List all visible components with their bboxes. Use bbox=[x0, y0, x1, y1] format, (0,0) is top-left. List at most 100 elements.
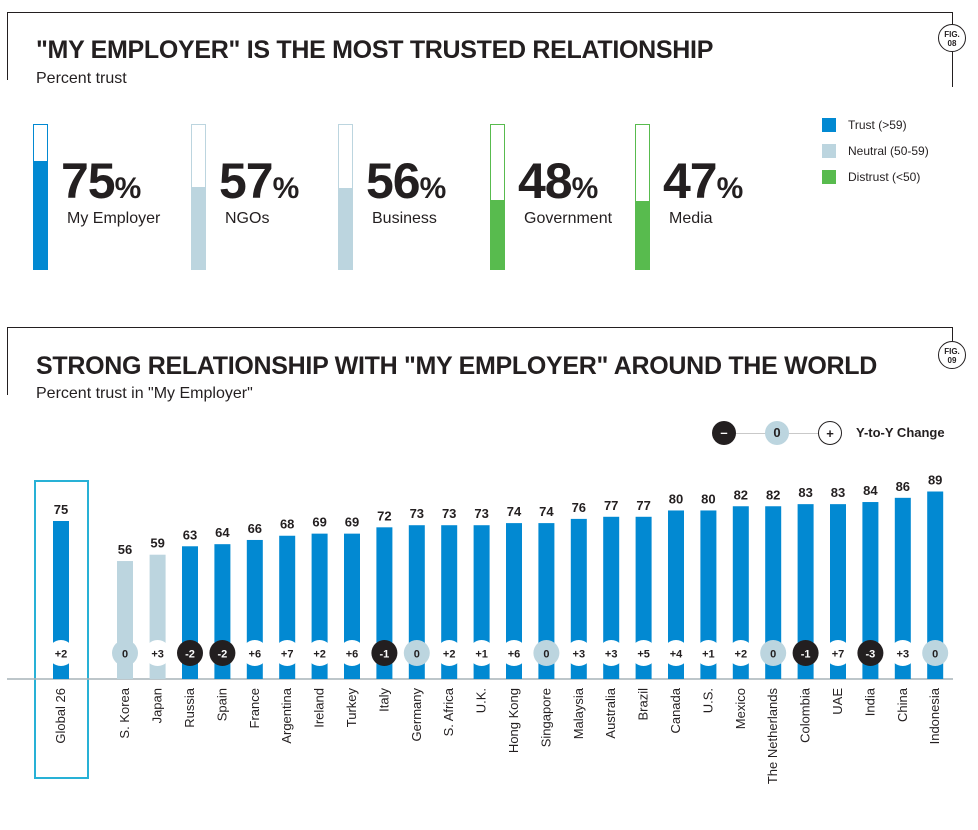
bar-singapore bbox=[538, 523, 555, 679]
value-label-turkey: 69 bbox=[345, 515, 359, 530]
change-circle-italy bbox=[371, 640, 398, 666]
category-label-u-k-: U.K. bbox=[474, 688, 489, 713]
legend-item-distrust: Distrust (<50) bbox=[822, 170, 920, 184]
change-circle-brazil bbox=[630, 640, 657, 666]
change-label-s-africa: +2 bbox=[443, 649, 456, 661]
change-circle-australia bbox=[598, 640, 625, 666]
bar-malaysia bbox=[570, 518, 587, 679]
value-label-russia: 63 bbox=[183, 527, 197, 542]
fig08-frame-left bbox=[7, 12, 8, 80]
yoy-legend-minus: – bbox=[712, 421, 736, 445]
change-circle-ireland bbox=[306, 640, 333, 666]
change-circle-argentina bbox=[274, 640, 301, 666]
fig08-badge-label: FIG. bbox=[944, 30, 960, 39]
fig09-subtitle: Percent trust in "My Employer" bbox=[36, 385, 253, 402]
value-label-colombia: 83 bbox=[798, 485, 812, 500]
fig08-frame-top bbox=[7, 12, 953, 13]
value-label-india: 84 bbox=[863, 483, 878, 498]
change-circle-india bbox=[857, 640, 884, 666]
change-label-italy: -1 bbox=[380, 649, 390, 661]
change-label-u-k-: +1 bbox=[475, 649, 488, 661]
trust-label-media: Media bbox=[669, 210, 713, 227]
trust-label-business: Business bbox=[372, 210, 437, 227]
category-label-indonesia: Indonesia bbox=[927, 687, 942, 744]
change-circle-u-s- bbox=[695, 640, 722, 666]
category-label-brazil: Brazil bbox=[636, 688, 651, 721]
trust-label-ngos: NGOs bbox=[225, 210, 270, 227]
change-label-mexico: +2 bbox=[735, 649, 748, 661]
yoy-legend-zero: 0 bbox=[765, 421, 789, 445]
change-circle-spain bbox=[209, 640, 236, 666]
trust-label-my-employer: My Employer bbox=[67, 210, 161, 227]
category-label-global-26: Global 26 bbox=[53, 688, 68, 744]
trust-value-government: 48% bbox=[518, 153, 598, 209]
value-label-uae: 83 bbox=[831, 485, 845, 500]
change-circle-germany bbox=[403, 640, 430, 666]
fig09-frame-right bbox=[952, 327, 953, 341]
change-label-china: +3 bbox=[897, 649, 910, 661]
bar-india bbox=[862, 502, 879, 679]
trust-bar-fill-government bbox=[491, 199, 504, 269]
bar-china bbox=[894, 497, 911, 679]
value-label-hong-kong: 74 bbox=[507, 504, 522, 519]
category-label-turkey: Turkey bbox=[344, 688, 359, 728]
bar-brazil bbox=[635, 516, 652, 679]
bar-uae bbox=[830, 504, 846, 679]
change-circle-indonesia bbox=[922, 640, 949, 666]
trust-bar-fill-business bbox=[339, 188, 352, 269]
trust-bar-business bbox=[338, 124, 353, 270]
change-label-india: -3 bbox=[866, 649, 876, 661]
fig08-badge-number: 08 bbox=[947, 39, 957, 48]
category-label-india: India bbox=[862, 687, 877, 716]
value-label-malaysia: 76 bbox=[572, 500, 586, 515]
category-label-australia: Australia bbox=[603, 687, 618, 738]
category-label-the-netherlands: The Netherlands bbox=[765, 688, 780, 785]
bar-australia bbox=[603, 516, 620, 679]
value-label-china: 86 bbox=[896, 479, 910, 494]
category-label-s-africa: S. Africa bbox=[441, 687, 456, 736]
yoy-legend-label: Y-to-Y Change bbox=[856, 425, 945, 440]
bar-mexico bbox=[732, 506, 749, 679]
change-label-brazil: +5 bbox=[637, 649, 650, 661]
legend-swatch-distrust bbox=[822, 170, 836, 184]
legend-item-trust: Trust (>59) bbox=[822, 118, 907, 132]
change-circle-japan bbox=[144, 640, 171, 666]
value-label-u-k-: 73 bbox=[474, 506, 488, 521]
change-circle-singapore bbox=[533, 640, 560, 666]
change-label-the-netherlands: 0 bbox=[770, 649, 776, 661]
value-label-germany: 73 bbox=[410, 506, 424, 521]
category-label-mexico: Mexico bbox=[733, 688, 748, 729]
value-label-italy: 72 bbox=[377, 508, 391, 523]
bar-indonesia bbox=[927, 491, 944, 679]
value-label-the-netherlands: 82 bbox=[766, 487, 780, 502]
change-label-uae: +7 bbox=[832, 649, 845, 661]
change-label-indonesia: 0 bbox=[932, 649, 938, 661]
change-circle-s-africa bbox=[436, 640, 463, 666]
change-label-colombia: -1 bbox=[801, 649, 811, 661]
legend-item-neutral: Neutral (50-59) bbox=[822, 144, 929, 158]
change-label-u-s-: +1 bbox=[702, 649, 715, 661]
fig09-frame-top bbox=[7, 327, 953, 328]
bar-u-k- bbox=[473, 525, 490, 679]
value-label-mexico: 82 bbox=[734, 487, 748, 502]
change-circle-uae bbox=[825, 640, 851, 666]
category-label-hong-kong: Hong Kong bbox=[506, 688, 521, 753]
change-label-germany: 0 bbox=[414, 649, 420, 661]
trust-bar-media bbox=[635, 124, 650, 270]
fig08-badge: FIG. 08 bbox=[938, 24, 966, 52]
change-label-russia: -2 bbox=[185, 649, 195, 661]
change-circle-turkey bbox=[339, 640, 365, 666]
legend-label-neutral: Neutral (50-59) bbox=[848, 144, 929, 158]
category-label-argentina: Argentina bbox=[279, 687, 294, 743]
change-circle-russia bbox=[177, 640, 203, 666]
value-label-japan: 59 bbox=[150, 536, 164, 551]
value-label-spain: 64 bbox=[215, 525, 230, 540]
trust-bar-my-employer bbox=[33, 124, 48, 270]
change-label-canada: +4 bbox=[670, 649, 683, 661]
category-label-singapore: Singapore bbox=[538, 688, 553, 747]
change-circle-u-k- bbox=[468, 640, 495, 666]
value-label-s-korea: 56 bbox=[118, 542, 132, 557]
fig08-title: "MY EMPLOYER" IS THE MOST TRUSTED RELATI… bbox=[36, 36, 714, 64]
value-label-brazil: 77 bbox=[636, 498, 650, 513]
category-label-france: France bbox=[247, 688, 262, 728]
